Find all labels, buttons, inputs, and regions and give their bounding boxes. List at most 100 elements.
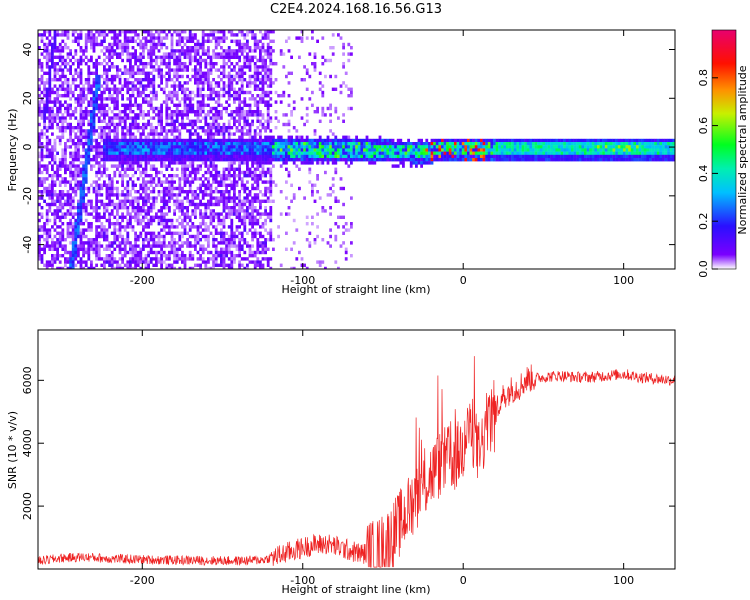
heatmap-cell [144,42,148,47]
heatmap-cell [235,113,239,117]
heatmap-cell [214,55,218,59]
heatmap-cell [45,52,49,56]
heatmap-cell [103,87,106,91]
heatmap-cell [53,30,57,34]
heatmap-cell [129,74,132,79]
heatmap-cell [225,90,228,95]
heatmap-cell [230,238,234,242]
heatmap-cell [79,78,83,82]
heatmap-cell [61,81,65,85]
heatmap-cell [181,177,184,181]
heatmap-cell [134,97,137,101]
heatmap-cell [321,209,325,213]
heatmap-cell [162,206,166,210]
heatmap-cell [79,186,83,191]
heatmap-cell [79,126,83,130]
heatmap-cell [329,212,332,216]
heatmap-cell [194,234,197,239]
heatmap-cell [248,138,252,143]
heatmap-cell [116,180,119,184]
heatmap-cell [199,126,202,130]
heatmap-cell [207,135,210,139]
heatmap-cell [243,142,247,146]
heatmap-cell [251,74,254,79]
heatmap-cell [227,161,231,165]
heatmap-cell [207,94,210,98]
heatmap-cell [144,84,148,88]
heatmap-cell [191,154,195,159]
heatmap-cell [175,174,179,178]
heatmap-cell [58,103,62,107]
heatmap-cell [155,36,158,40]
heatmap-cell [274,148,278,152]
heatmap-cell [123,206,127,210]
heatmap-cell [152,151,156,155]
heatmap-cell [222,193,226,197]
heatmap-cell [238,263,241,267]
heatmap-cell [103,132,106,136]
heatmap-cell [272,135,275,139]
heatmap-cell [66,103,70,107]
heatmap-cell [251,254,254,258]
heatmap-cell [134,218,137,223]
heatmap-cell [160,215,163,219]
heatmap-cell [168,180,171,184]
heatmap-cell [342,148,345,152]
heatmap-cell [183,94,187,98]
heatmap-cell [279,145,283,149]
heatmap-cell [100,42,104,47]
heatmap-cell [256,186,260,191]
heatmap-cell [259,132,262,136]
heatmap-cell [256,212,260,216]
heatmap-cell [48,81,52,85]
heatmap-cell [170,158,174,162]
heatmap-cell [97,154,101,159]
heatmap-cell [121,180,124,184]
heatmap-cell [282,90,286,95]
heatmap-cell [264,257,267,261]
heatmap-cell [282,161,286,165]
heatmap-cell [295,257,299,261]
heatmap-cell [227,65,231,69]
heatmap-cell [243,119,247,123]
heatmap-cell [77,206,80,210]
heatmap-cell [110,122,114,127]
heatmap-cell [82,100,85,104]
heatmap-cell [183,148,187,152]
heatmap-cell [246,39,249,43]
heatmap-cell [246,148,249,152]
heatmap-cell [243,100,247,104]
heatmap-cell [103,238,106,242]
heatmap-cell [350,151,353,155]
heatmap-cell [121,183,124,187]
heatmap-cell [113,247,117,251]
heatmap-cell [144,225,148,229]
heatmap-cell [82,170,85,175]
heatmap-cell [139,113,143,117]
heatmap-cell [84,263,88,267]
heatmap-cell [178,30,182,34]
heatmap-cell [183,97,187,101]
heatmap-cell [201,116,205,120]
heatmap-cell [142,260,145,264]
heatmap-cell [173,212,176,216]
heatmap-cell [181,202,184,207]
heatmap-cell [287,151,291,155]
heatmap-cell [157,241,161,245]
heatmap-cell [126,58,130,63]
heatmap-cell [77,119,80,123]
heatmap-cell [136,113,140,117]
heatmap-cell [139,142,143,146]
heatmap-cell [170,154,174,159]
heatmap-cell [222,222,226,226]
heatmap-cell [162,186,166,191]
heatmap-cell [126,30,130,34]
heatmap-cell [147,241,150,245]
heatmap-cell [329,129,332,133]
heatmap-cell [168,193,171,197]
heatmap-cell [222,142,226,146]
heatmap-cell [331,148,335,152]
heatmap-cell [105,218,109,223]
heatmap-cell [264,158,267,162]
heatmap-cell [116,106,119,111]
